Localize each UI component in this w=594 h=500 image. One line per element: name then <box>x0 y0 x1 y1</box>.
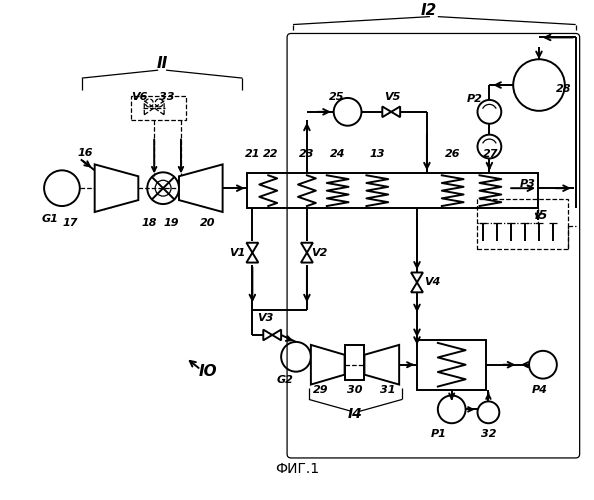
Text: P2: P2 <box>467 94 482 104</box>
Text: G2: G2 <box>277 374 293 384</box>
Polygon shape <box>247 242 258 252</box>
Polygon shape <box>263 330 272 340</box>
Text: 32: 32 <box>481 429 496 439</box>
Text: 13: 13 <box>369 150 385 160</box>
Text: 16: 16 <box>78 148 93 158</box>
Bar <box>345 345 365 380</box>
Text: 31: 31 <box>380 384 395 394</box>
Text: V2: V2 <box>312 248 328 258</box>
Text: V5: V5 <box>384 92 400 102</box>
Text: V4: V4 <box>424 278 440 287</box>
Text: 20: 20 <box>200 218 216 228</box>
Text: V6: V6 <box>131 92 147 102</box>
Polygon shape <box>94 164 138 212</box>
Text: 30: 30 <box>347 384 362 394</box>
Text: I2: I2 <box>421 3 437 18</box>
Text: II: II <box>156 56 168 70</box>
Polygon shape <box>179 164 223 212</box>
Text: V1: V1 <box>229 248 246 258</box>
Text: I4: I4 <box>348 408 363 422</box>
Text: 26: 26 <box>445 150 460 160</box>
Text: 23: 23 <box>299 150 315 160</box>
Polygon shape <box>411 282 423 292</box>
Text: ФИГ.1: ФИГ.1 <box>275 462 319 476</box>
Text: 22: 22 <box>263 150 278 160</box>
Polygon shape <box>391 106 400 117</box>
Text: P4: P4 <box>532 384 548 394</box>
Text: P3: P3 <box>520 179 536 189</box>
Polygon shape <box>383 106 391 117</box>
Text: 24: 24 <box>330 150 346 160</box>
Text: I5: I5 <box>534 210 548 222</box>
Text: 25: 25 <box>329 92 345 102</box>
Bar <box>131 96 186 120</box>
Text: 29: 29 <box>313 384 328 394</box>
Polygon shape <box>247 252 258 262</box>
Text: IO: IO <box>198 364 217 379</box>
Bar <box>476 199 568 248</box>
Bar <box>248 174 538 208</box>
Polygon shape <box>311 345 345 385</box>
Text: V3: V3 <box>257 313 273 323</box>
Text: G1: G1 <box>42 214 58 224</box>
Text: 33: 33 <box>159 92 175 102</box>
Polygon shape <box>411 272 423 282</box>
Polygon shape <box>301 242 313 252</box>
Text: 19: 19 <box>163 218 179 228</box>
Text: 17: 17 <box>62 218 78 228</box>
Polygon shape <box>365 345 399 385</box>
Bar <box>417 340 486 390</box>
Polygon shape <box>272 330 281 340</box>
Text: 21: 21 <box>245 150 260 160</box>
Polygon shape <box>301 252 313 262</box>
Text: P1: P1 <box>431 429 447 439</box>
Text: 27: 27 <box>483 150 498 160</box>
Text: 28: 28 <box>556 84 571 94</box>
Text: 18: 18 <box>141 218 157 228</box>
